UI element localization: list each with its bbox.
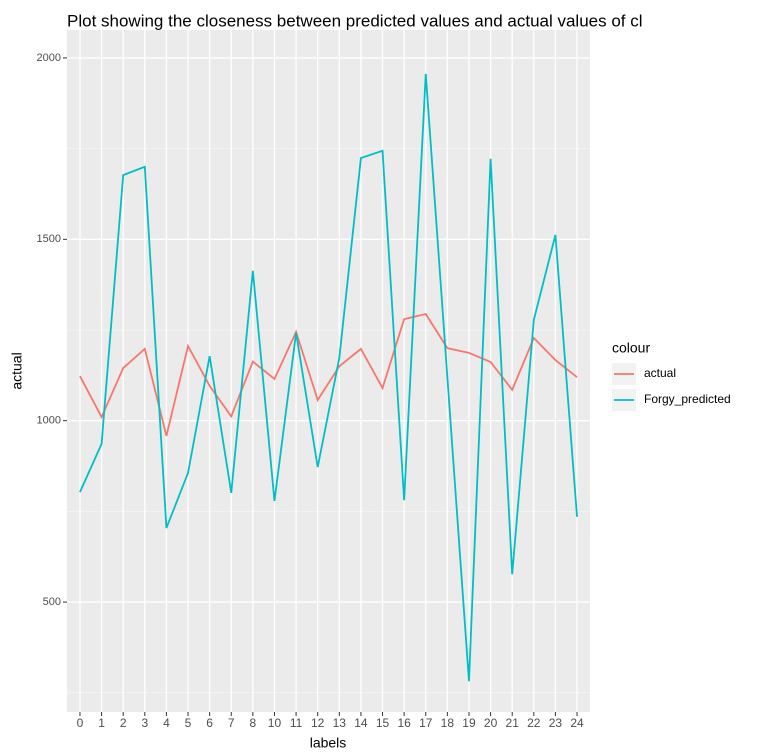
x-tick-label: 17 bbox=[419, 716, 433, 730]
x-tick-label: 10 bbox=[268, 716, 282, 730]
x-tick-label: 19 bbox=[462, 716, 476, 730]
x-tick-label: 11 bbox=[290, 716, 303, 730]
x-tick-label: 18 bbox=[441, 716, 455, 730]
chart-title: Plot showing the closeness between predi… bbox=[67, 11, 643, 30]
y-tick-label: 1000 bbox=[37, 415, 61, 427]
x-tick-label: 24 bbox=[570, 716, 584, 730]
x-tick-label: 22 bbox=[527, 716, 541, 730]
legend-label: actual bbox=[644, 366, 676, 380]
x-tick-label: 3 bbox=[141, 716, 148, 730]
x-tick-label: 7 bbox=[228, 716, 235, 730]
y-tick-label: 1500 bbox=[37, 233, 61, 245]
x-tick-label: 1 bbox=[98, 716, 105, 730]
x-tick-label: 2 bbox=[120, 716, 127, 730]
x-tick-label: 4 bbox=[163, 716, 170, 730]
x-tick-label: 20 bbox=[484, 716, 498, 730]
x-tick-label: 5 bbox=[185, 716, 192, 730]
x-tick-label: 14 bbox=[354, 716, 368, 730]
x-tick-label: 16 bbox=[397, 716, 411, 730]
series-line bbox=[79, 73, 578, 682]
x-tick-label: 13 bbox=[333, 716, 347, 730]
y-tick-label: 2000 bbox=[37, 52, 61, 64]
x-tick-label: 15 bbox=[376, 716, 390, 730]
x-tick-label: 21 bbox=[506, 716, 520, 730]
legend-label: Forgy_predicted bbox=[644, 392, 731, 406]
y-axis-title: actual bbox=[9, 352, 25, 389]
x-tick-label: 8 bbox=[250, 716, 257, 730]
x-tick-label: 23 bbox=[549, 716, 563, 730]
panel bbox=[67, 30, 590, 712]
y-tick-label: 500 bbox=[43, 596, 61, 608]
x-tick-label: 0 bbox=[77, 716, 84, 730]
x-tick-label: 12 bbox=[311, 716, 325, 730]
x-tick-label: 6 bbox=[206, 716, 213, 730]
legend-title: colour bbox=[612, 340, 650, 356]
x-axis-title: labels bbox=[310, 735, 347, 751]
series-line bbox=[79, 313, 578, 437]
